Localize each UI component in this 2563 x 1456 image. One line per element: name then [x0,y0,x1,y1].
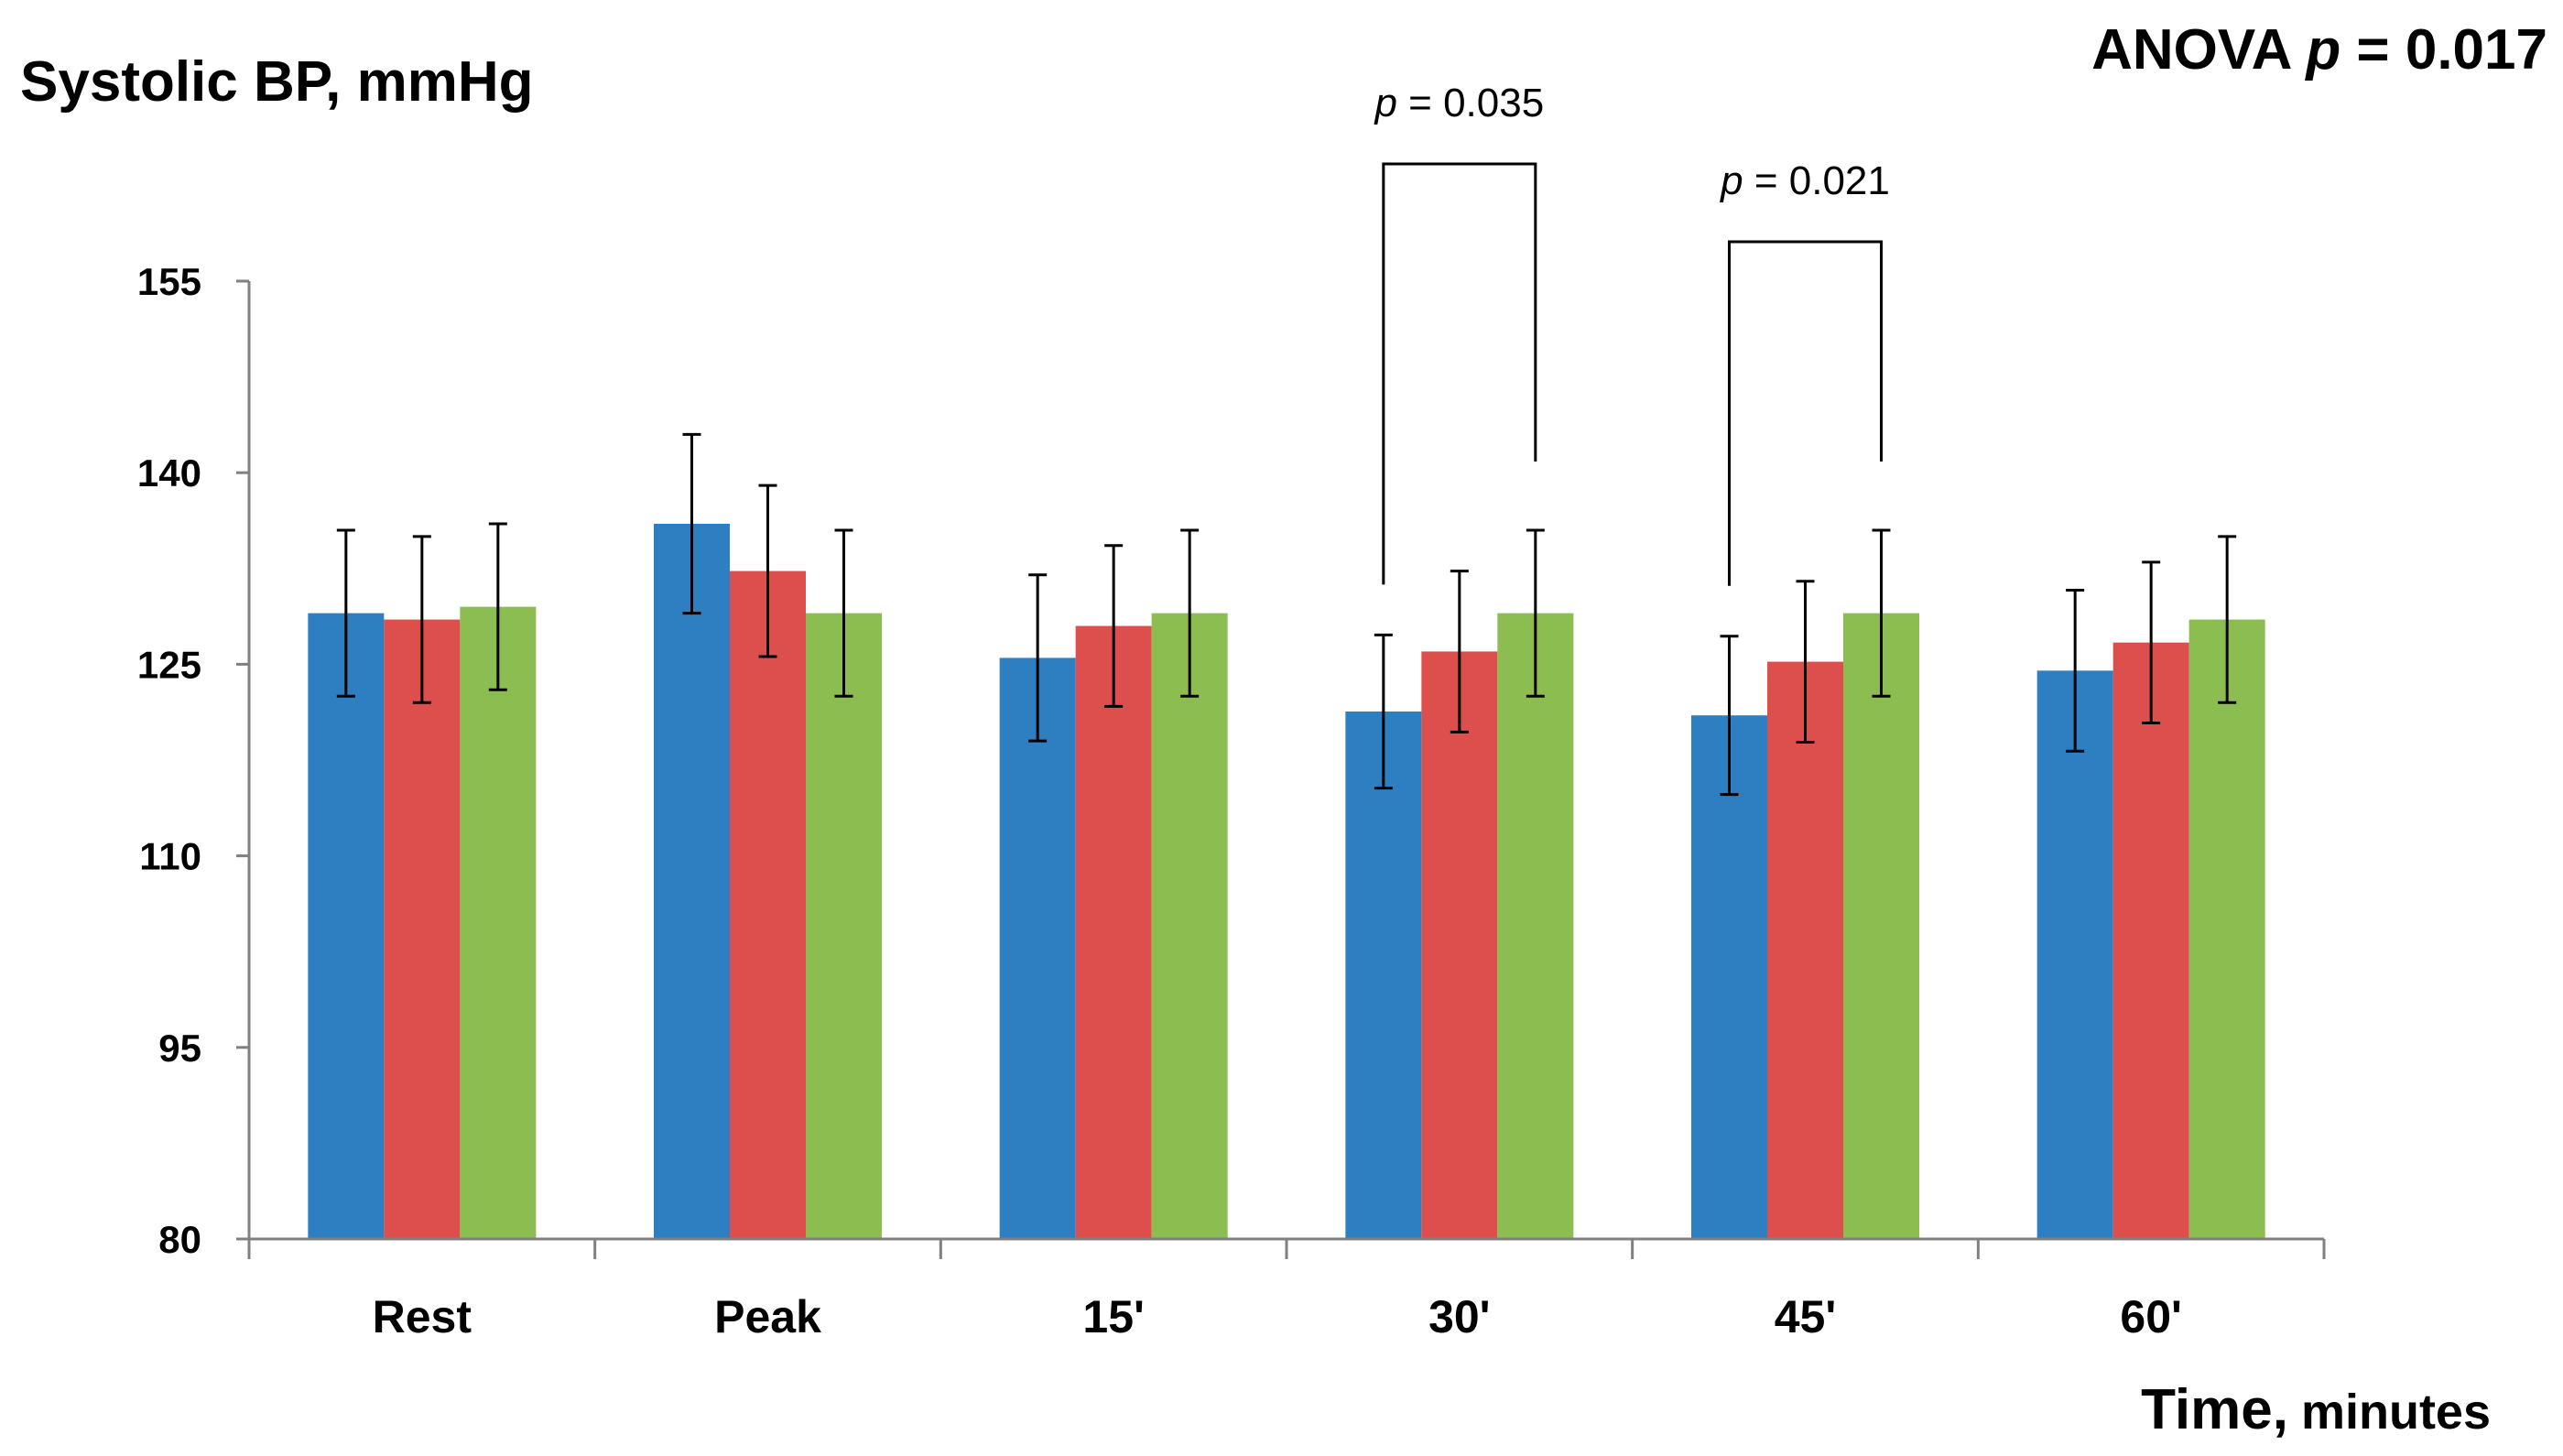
y-tick-label: 95 [158,1027,201,1070]
y-axis-title: Systolic BP, mmHg [20,50,533,114]
x-axis-title-main: Time, [2141,1378,2288,1441]
significance-bracket-3 [1382,162,1537,585]
x-tick-label: 15' [1082,1291,1145,1342]
error-bar-2-0 [412,535,431,704]
error-bar-3-5 [2218,535,2237,704]
x-axis-title: Time, minutes [2141,1378,2491,1441]
x-tick-label: Peak [714,1291,821,1342]
p-value: = 0.021 [1743,158,1890,203]
x-tick-label: Rest [373,1291,472,1342]
anova-p-symbol: p [2304,18,2340,81]
error-bar-3-4 [1872,528,1891,698]
error-bar-1-5 [2066,589,2085,753]
anova-label: ANOVA p = 0.017 [2091,18,2547,81]
error-bar-3-2 [1180,528,1200,698]
x-axis-title-unit: minutes [2301,1385,2491,1440]
bar-2-0 [384,619,461,1239]
bar-2-3 [1421,651,1498,1239]
bar-3-5 [2188,619,2265,1239]
bar-2-1 [730,570,806,1239]
error-bar-3-3 [1526,528,1545,698]
significance-bracket-4 [1728,240,1883,586]
bar-1-4 [1691,715,1767,1239]
significance-label-4: p = 0.021 [1719,158,1890,203]
bars-layer [308,523,2265,1239]
error-bar-1-1 [682,432,701,615]
error-bar-3-1 [834,528,853,698]
y-tick-label: 80 [158,1218,201,1261]
y-tick-label: 110 [139,835,201,878]
bar-1-5 [2036,670,2113,1239]
bar-3-1 [806,613,882,1239]
error-bar-2-5 [2142,560,2161,725]
bar-1-3 [1345,712,1422,1239]
x-tick-label: 30' [1428,1291,1491,1342]
error-bar-1-4 [1720,635,1739,797]
y-tick-label: 155 [137,260,201,303]
error-bar-2-3 [1450,570,1469,733]
error-bar-1-3 [1374,633,1393,790]
anova-prefix: ANOVA [2091,18,2306,81]
x-tick-label: 60' [2120,1291,2182,1342]
bar-2-2 [1075,625,1152,1239]
bar-2-5 [2112,642,2189,1239]
bar-1-0 [308,613,385,1239]
bar-3-0 [460,606,537,1239]
error-bar-1-0 [336,528,355,698]
p-symbol: p [1719,158,1743,203]
y-tick-label: 125 [137,643,201,686]
p-value: = 0.035 [1397,81,1544,125]
bar-1-1 [654,523,730,1239]
bar-3-4 [1843,613,1919,1239]
bar-3-3 [1497,613,1574,1239]
error-bar-3-0 [488,522,507,691]
bar-2-4 [1767,661,1843,1239]
anova-value: = 0.017 [2340,18,2547,81]
axes-layer: 155 140 125 110 95 80 Rest Peak 15' 30' 45' 60' [137,260,2326,1342]
error-bar-2-2 [1104,544,1124,708]
error-bar-1-2 [1028,573,1048,743]
bar-1-2 [999,657,1076,1239]
p-symbol: p [1373,81,1396,125]
y-tick-label: 140 [137,451,201,494]
significance-label-3: p = 0.035 [1373,81,1544,125]
error-bar-2-1 [758,484,777,658]
x-tick-label: 45' [1775,1291,1837,1342]
error-bar-2-4 [1796,580,1815,744]
error-bars-layer [336,432,2237,797]
bar-3-2 [1151,613,1228,1239]
